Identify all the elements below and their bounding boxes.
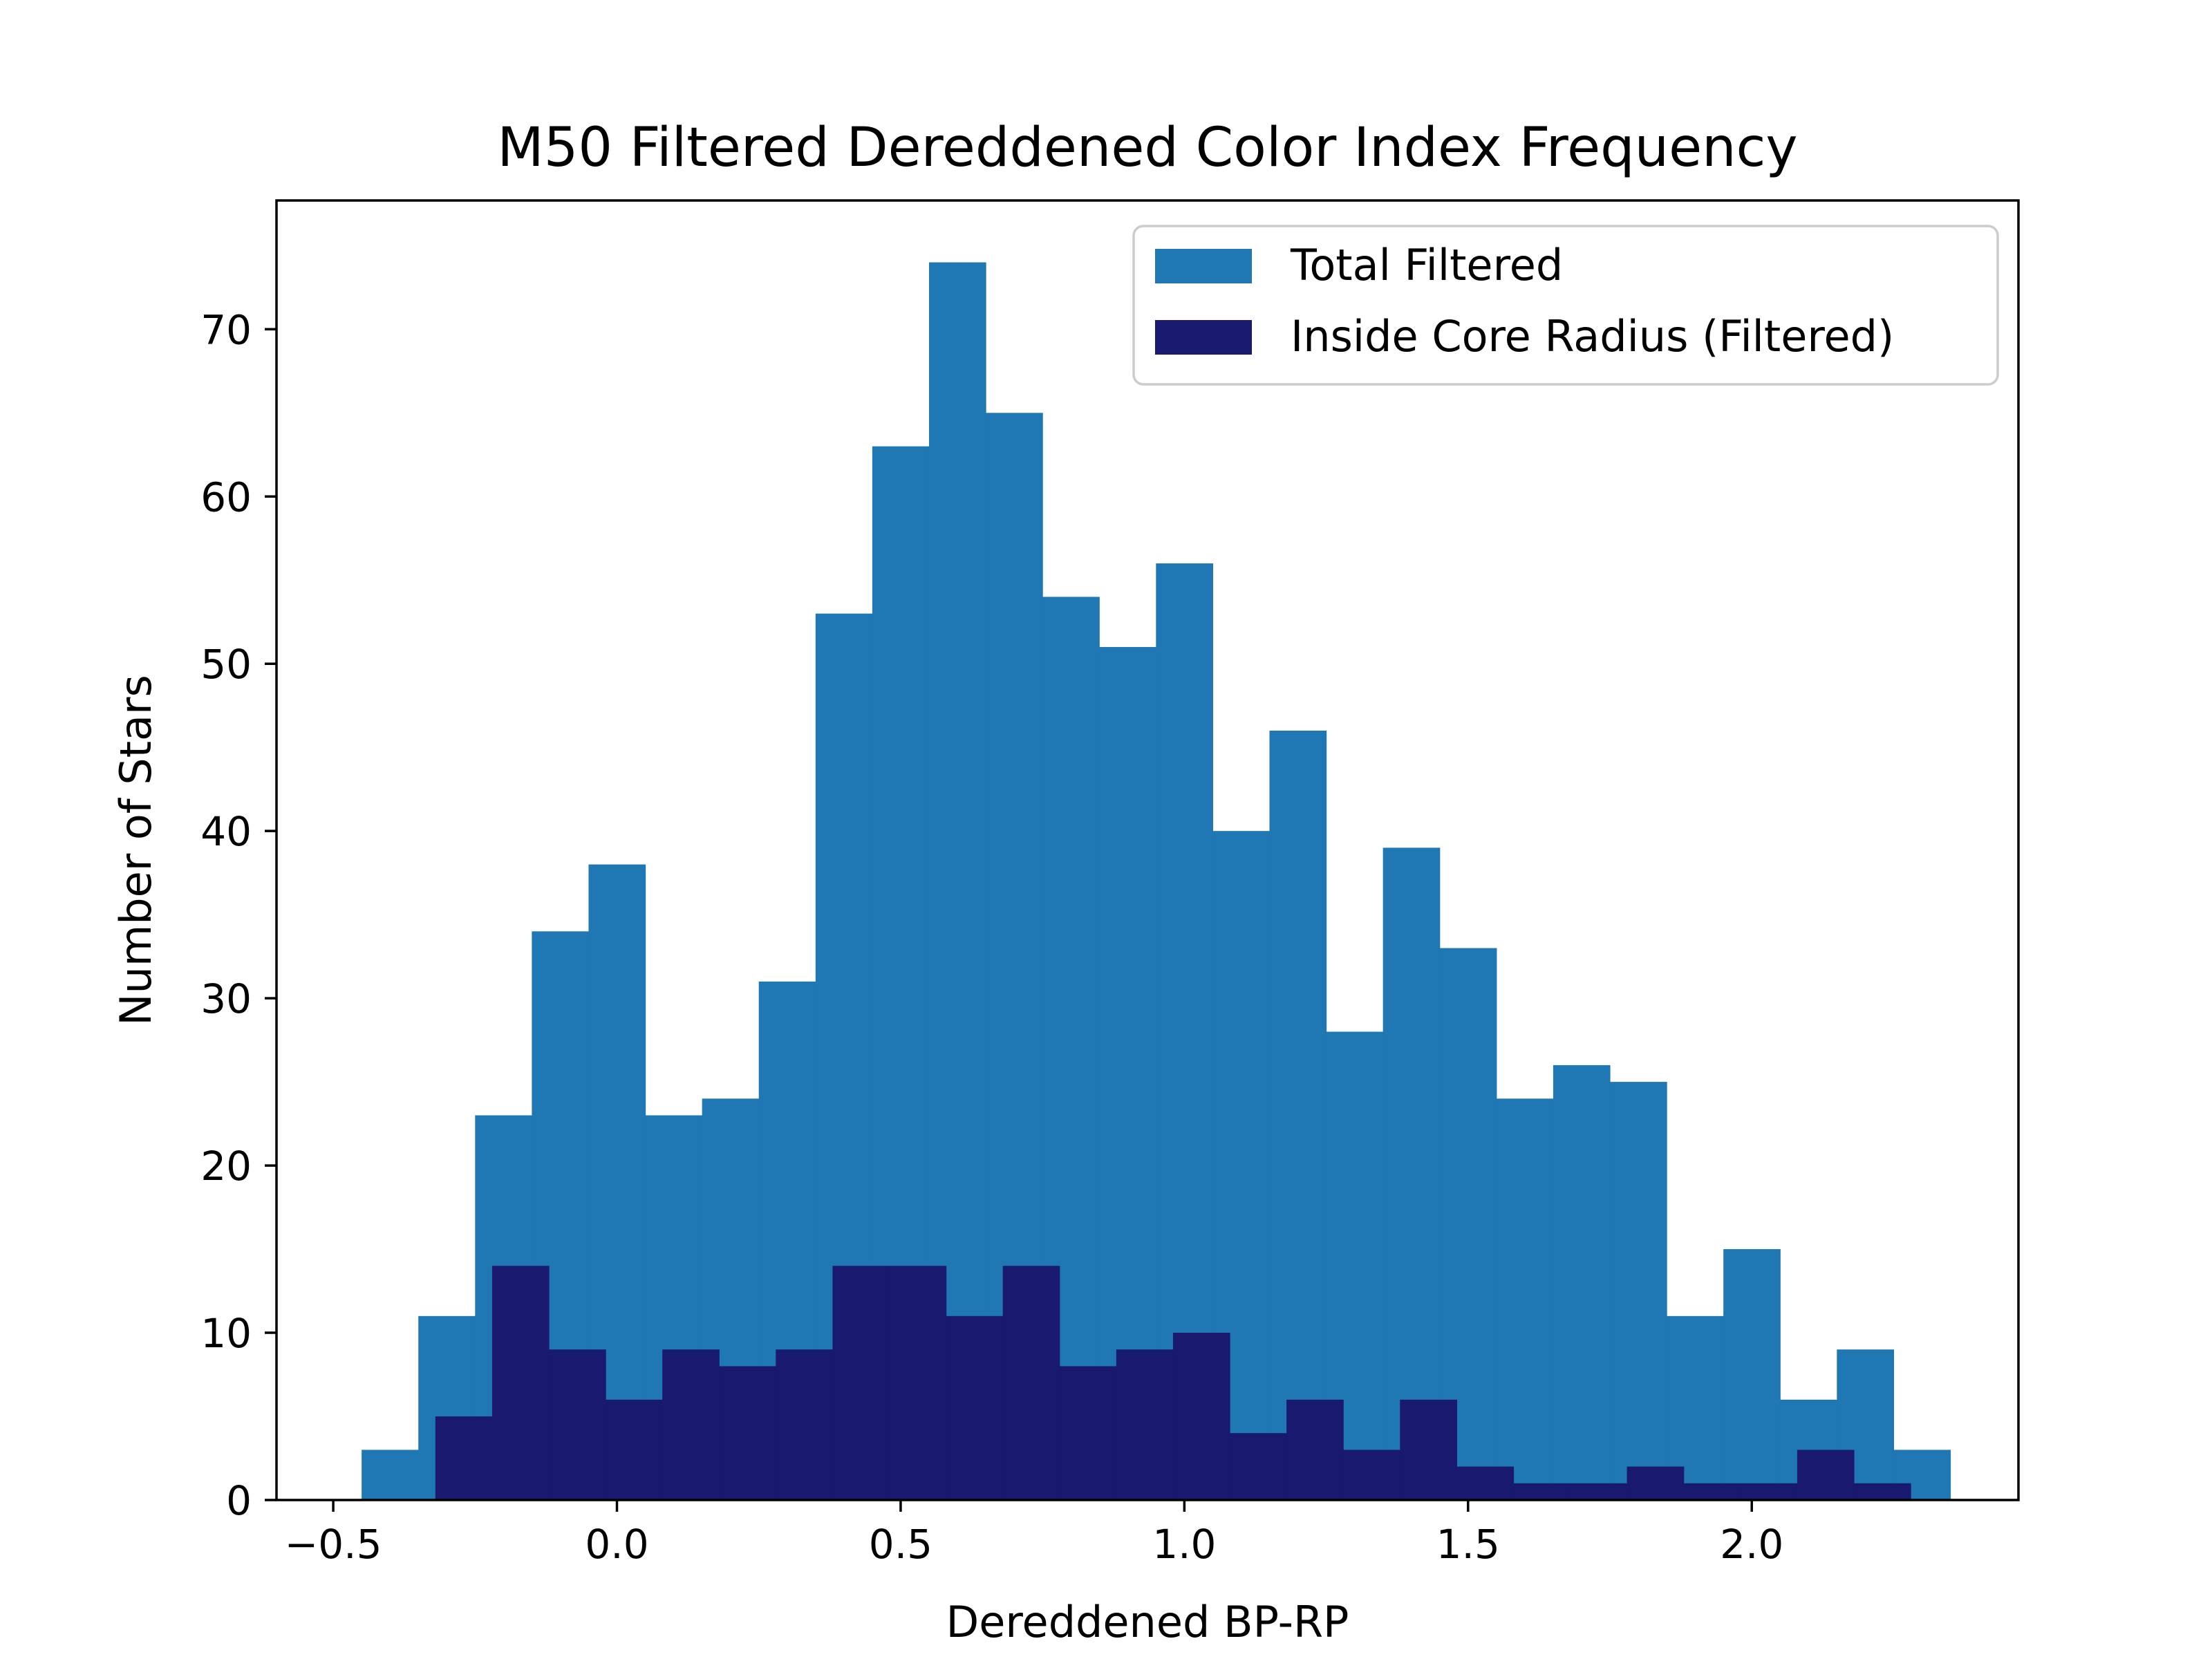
histogram-bar [1343,1450,1400,1500]
histogram-bar [1172,1333,1230,1500]
histogram-bar [1627,1466,1685,1500]
y-tick-label: 50 [200,641,252,688]
histogram-bar [1286,1399,1344,1500]
histogram-bar [549,1349,606,1500]
histogram-bar [1553,1065,1611,1500]
histogram-bar [1797,1450,1855,1500]
histogram-bar [1116,1349,1174,1500]
histogram-bar [1853,1483,1911,1500]
x-tick-label: 1.5 [1436,1521,1500,1568]
histogram-bar [832,1266,890,1500]
y-tick-label: 20 [200,1143,252,1190]
histogram-bar [1400,1399,1457,1500]
legend-label-inside-core: Inside Core Radius (Filtered) [1291,311,1894,362]
x-tick-label: 0.5 [869,1521,932,1568]
histogram-bar [1002,1266,1060,1500]
histogram-bar [1230,1433,1287,1500]
y-tick-label: 40 [200,808,252,855]
y-tick-label: 30 [200,975,252,1022]
histogram-bar [606,1399,663,1500]
legend-swatch-total-filtered [1155,249,1252,283]
x-tick-label: −0.5 [285,1521,382,1568]
histogram-bar [1456,1466,1515,1500]
histogram-bar [1382,847,1441,1500]
histogram-bar [1609,1082,1667,1500]
histogram-bar [491,1266,550,1500]
x-tick-label: 2.0 [1720,1521,1783,1568]
legend: Total Filtered Inside Core Radius (Filte… [1132,225,1999,386]
histogram-bar [889,1266,947,1500]
histogram-bar [662,1349,720,1500]
histogram-bar [1683,1483,1741,1500]
histogram-bar [1513,1483,1571,1500]
histogram-bar [1269,731,1327,1500]
y-tick-label: 10 [200,1310,252,1357]
x-tick-label: 1.0 [1152,1521,1216,1568]
histogram-bar [1723,1249,1781,1500]
histogram-bar [1570,1483,1628,1500]
histogram-bar [435,1416,493,1500]
y-tick-label: 0 [226,1477,252,1524]
series-inside-core [435,1266,1911,1500]
legend-box [1132,225,1999,386]
histogram-bar [946,1315,1004,1500]
y-axis-label: Number of Stars [111,675,161,1026]
legend-swatch-inside-core [1155,320,1252,355]
histogram-bar [1059,1366,1117,1500]
histogram-bar [1740,1483,1798,1500]
x-axis-ticks: −0.5 0.0 0.5 1.0 1.5 2.0 [285,1500,1783,1568]
x-axis-label: Dereddened BP-RP [946,1597,1349,1647]
y-axis-ticks: 0 10 20 30 40 50 60 70 [200,306,276,1524]
plot-frame [275,199,2020,1501]
histogram-bar [362,1450,419,1500]
chart-title: M50 Filtered Dereddened Color Index Freq… [497,117,1797,179]
x-tick-label: 0.0 [585,1521,648,1568]
y-tick-label: 70 [200,306,252,353]
y-tick-label: 60 [200,474,252,521]
histogram-bar [776,1349,834,1500]
histogram-bar [1496,1098,1554,1500]
histogram-bar [719,1366,776,1500]
legend-label-total-filtered: Total Filtered [1290,240,1563,290]
